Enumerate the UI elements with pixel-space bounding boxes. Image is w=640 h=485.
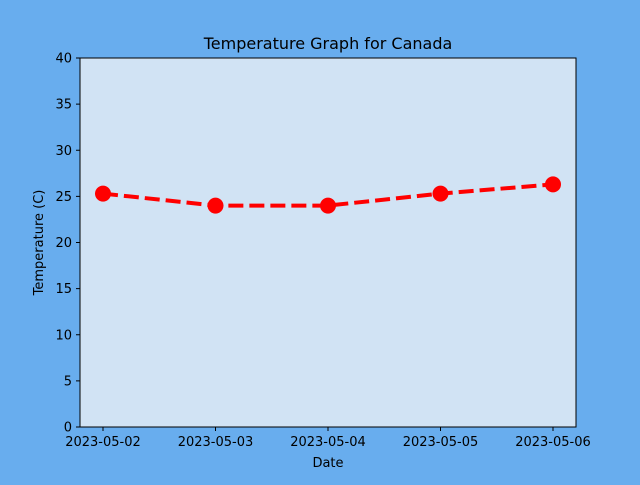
series-group bbox=[95, 176, 561, 214]
y-tick-label: 20 bbox=[55, 236, 72, 251]
x-tick-label: 2023-05-06 bbox=[515, 435, 591, 450]
y-axis: 0 5 10 15 20 25 30 35 40 bbox=[55, 52, 80, 436]
x-tick-label: 2023-05-02 bbox=[65, 435, 141, 450]
data-point bbox=[432, 185, 449, 202]
x-tick-label: 2023-05-03 bbox=[178, 435, 254, 450]
x-tick-label: 2023-05-04 bbox=[290, 435, 366, 450]
x-axis-title: Date bbox=[312, 456, 343, 471]
y-tick-label: 10 bbox=[55, 328, 72, 343]
y-tick-label: 5 bbox=[64, 374, 72, 389]
series-line bbox=[102, 182, 554, 208]
y-axis-title: Temperature (C) bbox=[32, 190, 47, 297]
y-tick-label: 0 bbox=[64, 421, 72, 436]
data-point bbox=[320, 197, 336, 214]
data-point bbox=[95, 185, 111, 202]
chart-title: Temperature Graph for Canada bbox=[203, 34, 453, 53]
y-tick-label: 40 bbox=[55, 52, 72, 67]
data-point bbox=[207, 197, 224, 214]
x-axis: 2023-05-02 2023-05-03 2023-05-04 2023-05-05… bbox=[65, 427, 591, 450]
y-tick-label: 25 bbox=[55, 190, 72, 205]
y-tick-label: 30 bbox=[55, 144, 72, 159]
y-tick-label: 15 bbox=[55, 282, 72, 297]
x-tick-label: 2023-05-05 bbox=[403, 435, 479, 450]
data-point bbox=[545, 176, 561, 193]
plot-area bbox=[80, 58, 576, 427]
y-tick-label: 35 bbox=[55, 98, 72, 113]
